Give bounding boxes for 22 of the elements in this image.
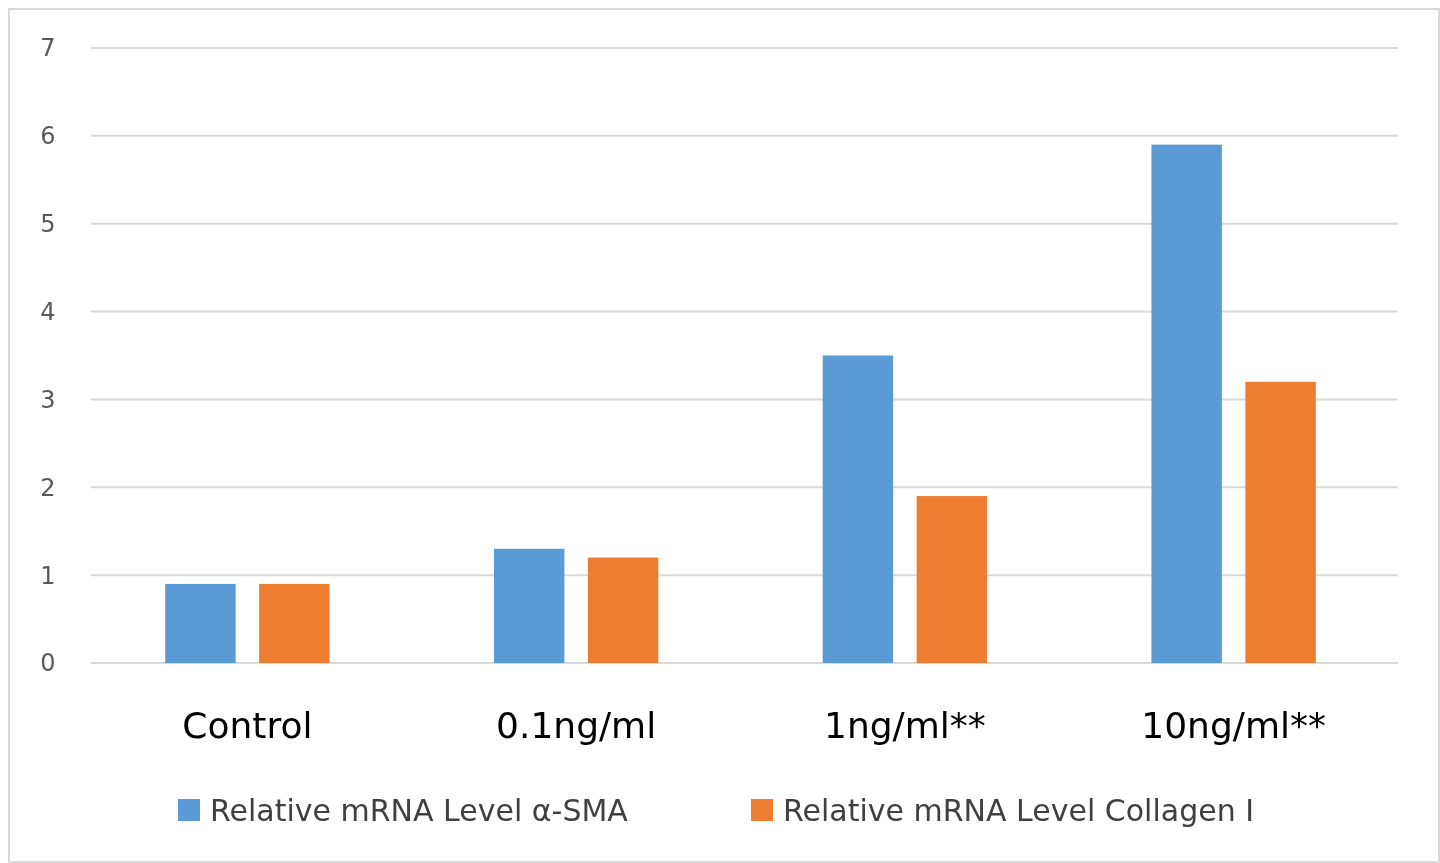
y-tick-label: 0 [40,649,56,678]
y-tick-label: 4 [40,297,56,326]
y-tick-label: 2 [40,473,56,502]
x-tick-label: 0.1ng/ml [496,705,657,746]
bar [916,496,988,663]
y-tick-label: 1 [40,561,56,590]
y-tick-label: 3 [40,385,56,414]
x-tick-label: 1ng/ml** [823,705,986,746]
bar [1245,381,1316,663]
x-tick-label: Control [182,705,313,746]
bar [493,548,565,663]
bar [822,355,894,663]
y-tick-label: 5 [40,210,56,239]
y-tick-label: 7 [40,34,56,63]
bar [587,557,659,663]
bar [259,583,330,663]
bar [165,583,236,663]
legend-label: Relative mRNA Level Collagen I [783,792,1255,828]
legend-label: Relative mRNA Level α-SMA [210,792,629,828]
y-tick-label: 6 [40,122,56,151]
x-tick-label: 10ng/ml** [1141,705,1326,746]
bar [1151,144,1222,663]
